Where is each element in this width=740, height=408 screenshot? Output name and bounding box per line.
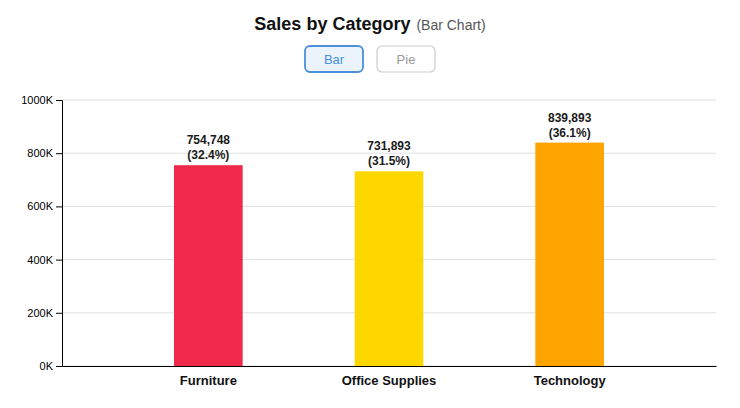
x-tick: Technology <box>534 366 607 388</box>
y-tick-mark <box>56 366 62 367</box>
percentage-label: (36.1%) <box>549 126 591 140</box>
bar <box>535 143 604 366</box>
y-tick-label: 1000K <box>21 94 53 106</box>
y-tick-label: 200K <box>27 307 53 319</box>
data-label: 839,893 <box>548 111 592 125</box>
bar <box>174 165 243 366</box>
title-line: Sales by Category (Bar Chart) <box>254 14 485 34</box>
x-tick-label: Office Supplies <box>342 373 437 388</box>
x-tick-label: Furniture <box>180 373 237 388</box>
y-tick: 1000K <box>21 94 62 106</box>
chart-container: Sales by Category (Bar Chart) Bar Pie 0K 200K… <box>0 0 740 408</box>
grid-line <box>62 100 716 101</box>
y-tick-label: 600K <box>27 200 53 212</box>
y-tick-mark <box>56 260 62 261</box>
toggle-button[interactable]: Bar <box>305 46 363 72</box>
percentage-label: (32.4%) <box>187 148 229 162</box>
percentage-label: (31.5%) <box>368 154 410 168</box>
y-tick-label: 800K <box>27 147 53 159</box>
bars <box>174 143 604 366</box>
y-tick: 800K <box>27 147 62 159</box>
y-tick: 600K <box>27 200 62 212</box>
button-box[interactable] <box>305 46 363 72</box>
button-label[interactable]: Pie <box>397 52 416 67</box>
title: Sales by Category <box>254 14 410 34</box>
y-tick: 0K <box>40 360 62 372</box>
y-axis-line <box>56 101 63 367</box>
chart-svg: Sales by Category (Bar Chart) Bar Pie 0K 200K… <box>0 0 740 408</box>
y-tick-label: 400K <box>27 254 53 266</box>
data-label: 731,893 <box>367 139 411 153</box>
data-labels: 754,748(32.4%) 731,893(31.5%) 839,893(36.1… <box>187 111 592 169</box>
y-tick-mark <box>56 100 62 101</box>
y-tick-mark <box>56 313 62 314</box>
x-axis-line <box>63 366 717 367</box>
toggle-button[interactable]: Pie <box>377 46 435 72</box>
y-tick: 200K <box>27 307 62 319</box>
y-axis: 0K 200K 400K 600K 800K 1000K <box>21 94 62 372</box>
y-tick-mark <box>56 153 62 154</box>
x-tick: Furniture <box>180 366 237 388</box>
x-tick: Office Supplies <box>342 366 437 388</box>
bar <box>355 171 424 366</box>
y-tick: 400K <box>27 254 62 266</box>
button-box[interactable] <box>377 46 435 72</box>
data-label: 754,748 <box>187 133 231 147</box>
grid <box>62 100 716 366</box>
x-tick-label: Technology <box>534 373 607 388</box>
button-label[interactable]: Bar <box>324 52 345 67</box>
x-axis: Furniture Office Supplies Technology <box>63 366 717 388</box>
y-tick-mark <box>56 206 62 207</box>
subtitle: (Bar Chart) <box>416 17 485 33</box>
y-tick-label: 0K <box>40 360 54 372</box>
